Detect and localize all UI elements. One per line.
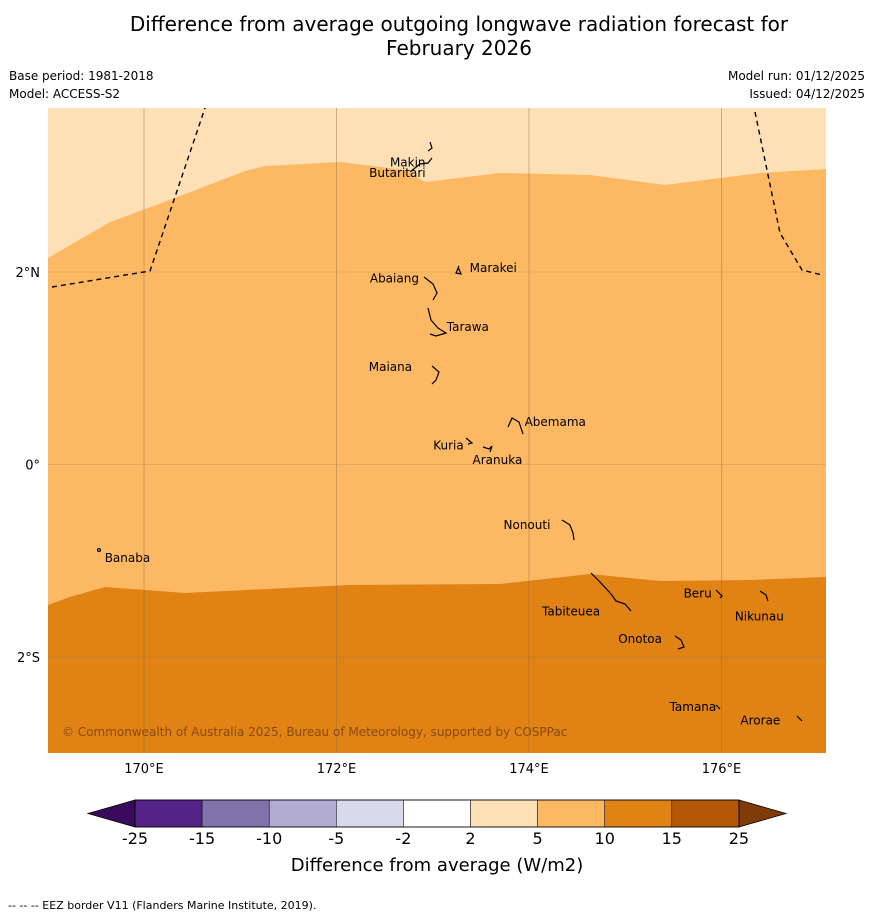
island-outline-tabiteuea: [590, 572, 632, 612]
colorbar-tick-label: 25: [729, 829, 749, 848]
island-outlines: [96, 141, 803, 722]
base-period: Base period: 1981-2018: [9, 69, 154, 83]
colorbar-swatch: [336, 799, 404, 828]
lon-tick-label: 172°E: [317, 762, 357, 777]
island-label: Maiana: [369, 360, 412, 374]
colorbar-tick-label: 2: [465, 829, 475, 848]
island-outline-onotoa: [674, 635, 685, 650]
colorbar-swatch: [671, 799, 740, 828]
colorbar-swatch: [134, 799, 203, 828]
eez-border: [51, 108, 823, 288]
island-label: Tarawa: [446, 320, 489, 334]
island-label: Tamana: [669, 700, 717, 714]
island-outline-maiana: [431, 365, 440, 385]
meta-right: Model run: 01/12/2025 Issued: 04/12/2025: [728, 67, 865, 103]
island-label: Marakei: [470, 261, 517, 275]
title-line-2: February 2026: [386, 36, 532, 60]
colorbar-frame: [134, 799, 740, 828]
island-label: Nikunau: [735, 609, 784, 623]
colorbar-swatch: [268, 799, 337, 828]
issued-date: Issued: 04/12/2025: [749, 87, 865, 101]
colorbar-tick-label: -2: [395, 829, 411, 848]
island-outline-marakei: [455, 265, 463, 275]
colorbar: -25 -15 -10 -5 -2 2 5 10 15 25: [86, 799, 788, 848]
island-outline-tarawa: [427, 307, 448, 337]
colorbar-title: Difference from average (W/m2): [291, 855, 583, 876]
island-outline-arorae: [796, 715, 803, 722]
island-label: Beru: [684, 587, 712, 601]
lon-tick-label: 170°E: [124, 762, 164, 777]
map-title: Difference from average outgoing longwav…: [0, 12, 873, 60]
meta-left: Base period: 1981-2018 Model: ACCESS-S2: [9, 67, 154, 103]
eez-line-west: [51, 108, 206, 288]
island-label: Butaritari: [369, 166, 426, 180]
colorbar-swatch: [201, 799, 270, 828]
island-label: Tabiteuea: [541, 604, 600, 618]
lat-tick-label: 0°: [25, 459, 40, 474]
island-outline-abemama: [507, 417, 524, 435]
colorbar-swatch: [604, 799, 673, 828]
colorbar-tick-label: -25: [122, 829, 148, 848]
lat-tick-label: 2°N: [16, 266, 41, 281]
model-run: Model run: 01/12/2025: [727, 69, 865, 83]
island-label: Aranuka: [473, 453, 523, 467]
colorbar-extend-low: [86, 799, 136, 828]
island-outline-makin: [427, 141, 433, 152]
island-label: Nonouti: [504, 518, 551, 532]
title-line-1: Difference from average outgoing longwav…: [129, 12, 789, 36]
island-label: Abemama: [525, 415, 586, 429]
island-label: Arorae: [740, 714, 780, 728]
colorbar-tick-label: -5: [328, 829, 344, 848]
band-10-15: [48, 574, 826, 753]
island-outline-nikunau: [759, 590, 769, 602]
island-label: Kuria: [433, 438, 464, 452]
island-label: Banaba: [105, 551, 151, 565]
colorbar-tick-label: -10: [256, 829, 282, 848]
island-outline-banaba: [96, 547, 102, 553]
colorbar-tick-label: 15: [662, 829, 682, 848]
band-2-5: [48, 108, 826, 258]
colorbar-swatch: [537, 799, 605, 828]
lon-tick-label: 174°E: [509, 762, 549, 777]
island-label: Onotoa: [618, 632, 662, 646]
eez-line-east: [754, 111, 823, 276]
axis-labels: 170°E 172°E 174°E 176°E 2°N 0° 2°S: [16, 266, 742, 777]
colorbar-tick-label: 10: [595, 829, 615, 848]
island-label: Abaiang: [370, 271, 419, 285]
colorbar-tick-label: -15: [189, 829, 215, 848]
colorbar-tick-label: 5: [533, 829, 543, 848]
colorbar-swatch: [403, 799, 471, 828]
colorbar-swatch: [470, 799, 538, 828]
colorbar-extend-high: [738, 799, 788, 828]
island-outline-tamana: [715, 704, 721, 710]
eez-footnote: -- -- -- EEZ border V11 (Flanders Marine…: [8, 899, 317, 912]
lon-tick-label: 176°E: [702, 762, 742, 777]
island-outline-aranuka: [482, 445, 493, 453]
island-outline-nonouti: [561, 519, 575, 541]
copyright-notice: © Commonwealth of Australia 2025, Bureau…: [62, 725, 567, 739]
lat-tick-label: 2°S: [17, 651, 40, 666]
island-label: Makin: [390, 156, 426, 170]
island-outline-abaiang: [423, 276, 438, 301]
island-outline-beru: [715, 589, 723, 599]
graticule: [48, 108, 826, 753]
island-outline-kuria: [465, 437, 474, 445]
model-name: Model: ACCESS-S2: [9, 87, 121, 101]
island-outline-butaritari: [409, 157, 433, 173]
